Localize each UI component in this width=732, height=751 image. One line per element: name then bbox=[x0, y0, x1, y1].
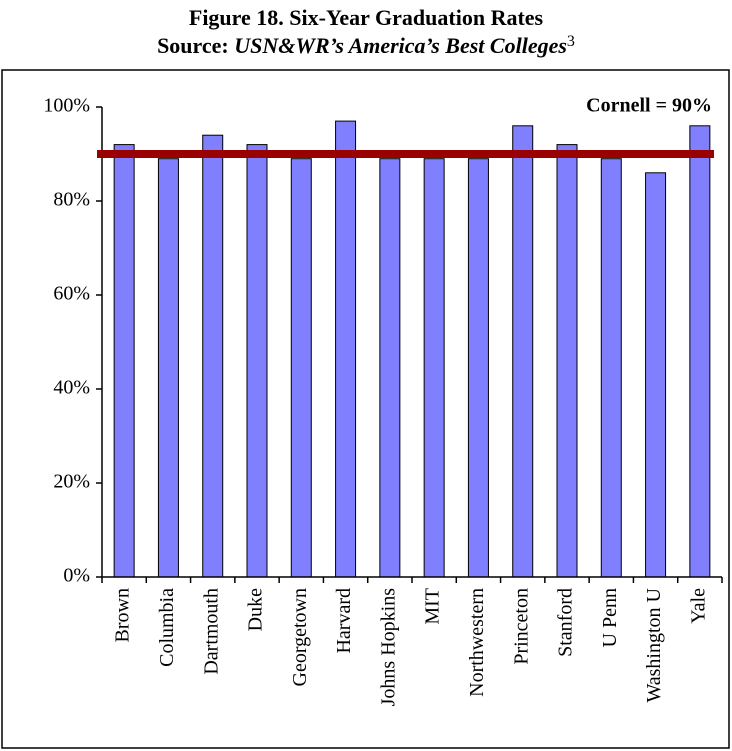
reference-label: Cornell = 90% bbox=[586, 95, 712, 117]
subtitle-source: USN&WR’s America’s Best Colleges bbox=[234, 33, 567, 58]
y-tick-label: 60% bbox=[53, 283, 90, 305]
x-tick-label: Yale bbox=[687, 588, 709, 624]
x-tick-label: Princeton bbox=[510, 588, 532, 665]
bar bbox=[113, 144, 135, 578]
bar bbox=[246, 144, 268, 578]
bar bbox=[202, 134, 224, 578]
bar bbox=[600, 158, 622, 578]
bar bbox=[645, 172, 667, 578]
bar bbox=[157, 158, 179, 578]
chart-title: Figure 18. Six-Year Graduation Rates bbox=[189, 5, 544, 30]
bar bbox=[423, 158, 445, 578]
y-tick-label: 100% bbox=[43, 95, 90, 117]
x-tick-label: Washington U bbox=[643, 587, 665, 702]
bar bbox=[512, 125, 534, 578]
chart-frame bbox=[1, 69, 730, 749]
x-tick-label: Harvard bbox=[333, 588, 355, 654]
bar bbox=[689, 125, 711, 578]
y-tick-label: 0% bbox=[63, 565, 90, 587]
subtitle-note: 3 bbox=[567, 33, 575, 50]
chart-subtitle: Source: USN&WR’s America’s Best Colleges… bbox=[157, 33, 575, 58]
bar bbox=[556, 144, 578, 578]
x-tick-label: Johns Hopkins bbox=[377, 588, 399, 707]
x-tick-label: Brown bbox=[112, 588, 134, 642]
x-tick-label: Northwestern bbox=[466, 588, 488, 697]
x-tick-label: U Penn bbox=[599, 588, 621, 647]
x-tick-label: Georgetown bbox=[289, 588, 311, 687]
x-tick-label: Duke bbox=[245, 588, 267, 631]
y-tick-label: 80% bbox=[53, 189, 90, 211]
x-tick-label: Stanford bbox=[555, 588, 577, 657]
bar bbox=[335, 120, 357, 578]
y-tick-label: 20% bbox=[53, 471, 90, 493]
bar bbox=[467, 158, 489, 578]
bar bbox=[379, 158, 401, 578]
y-tick-label: 40% bbox=[53, 377, 90, 399]
subtitle-prefix: Source: bbox=[157, 33, 234, 58]
x-tick-label: Columbia bbox=[156, 588, 178, 667]
x-tick-label: MIT bbox=[422, 588, 444, 625]
x-tick-label: Dartmouth bbox=[200, 588, 222, 675]
bar bbox=[290, 158, 312, 578]
